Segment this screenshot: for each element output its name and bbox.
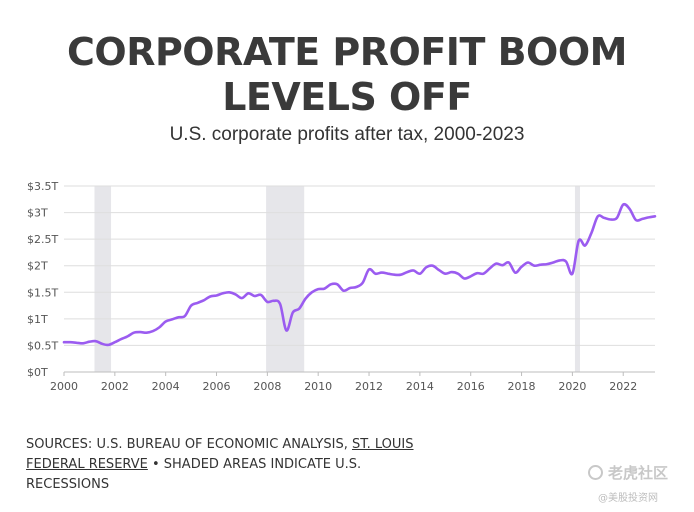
chart-title-line-2: LEVELS OFF: [222, 75, 472, 119]
x-tick-label: 2016: [457, 380, 485, 393]
gridlines: [64, 185, 655, 373]
chart-subtitle: U.S. corporate profits after tax, 2000-2…: [169, 124, 525, 145]
x-tick-label: 2012: [355, 380, 383, 393]
x-tick-label: 2014: [406, 380, 434, 393]
y-axis-ticks: $0T $0.5T $1T $1.5T $2T $2.5T $3T $3.5T: [27, 180, 58, 379]
y-tick-label: $1.5T: [27, 286, 58, 299]
watermark-brand: 老虎社区: [608, 464, 669, 482]
recession-note: • SHADED AREAS INDICATE U.S. RECESSIONS: [26, 457, 362, 492]
chart-title-line-1: CORPORATE PROFIT BOOM: [67, 30, 627, 74]
y-tick-label: $0T: [27, 366, 48, 379]
sources-link[interactable]: ST. LOUIS FEDERAL RESERVE: [26, 437, 414, 472]
x-tick-label: 2022: [609, 380, 637, 393]
line-chart: $0T$0.5T$1T$1.5T$2T$2.5T$3T$3.5T 2000 200…: [27, 180, 657, 393]
watermark: 老虎社区 @美股投资网: [588, 462, 688, 504]
watermark-logo-icon: [588, 465, 603, 480]
x-tick-label: 2018: [508, 380, 536, 393]
series-line-1: [62, 202, 657, 347]
x-tick-label: 2006: [203, 380, 231, 393]
y-tick-label: $2T: [27, 260, 48, 273]
y-tick-label: $2.5T: [27, 233, 58, 246]
y-tick-label: $0.5T: [27, 339, 58, 352]
recession-bands: [94, 186, 581, 372]
sources-text: SOURCES: U.S. BUREAU OF ECONOMIC ANALYSI…: [26, 437, 352, 452]
y-tick-label: $3T: [27, 207, 48, 220]
series-layer: [62, 202, 657, 347]
x-tick-label: 2008: [253, 380, 281, 393]
x-tick-label: 2020: [558, 380, 586, 393]
x-axis-ticks: 2000 2002 2004 2006 2008 2010 2012 2014 2016 2018…: [50, 372, 637, 393]
x-tick-label: 2002: [101, 380, 129, 393]
x-tick-label: 2004: [152, 380, 180, 393]
sources-note: SOURCES: U.S. BUREAU OF ECONOMIC ANALYSI…: [26, 435, 446, 495]
x-tick-label: 2000: [50, 380, 78, 393]
recession-band-3: [574, 186, 581, 372]
x-tick-label: 2010: [304, 380, 332, 393]
recession-band-1: [94, 186, 112, 372]
y-tick-label: $3.5T: [27, 180, 58, 193]
y-tick-label: $1T: [27, 313, 48, 326]
recession-band-2: [266, 186, 305, 372]
watermark-handle: @美股投资网: [598, 493, 658, 504]
